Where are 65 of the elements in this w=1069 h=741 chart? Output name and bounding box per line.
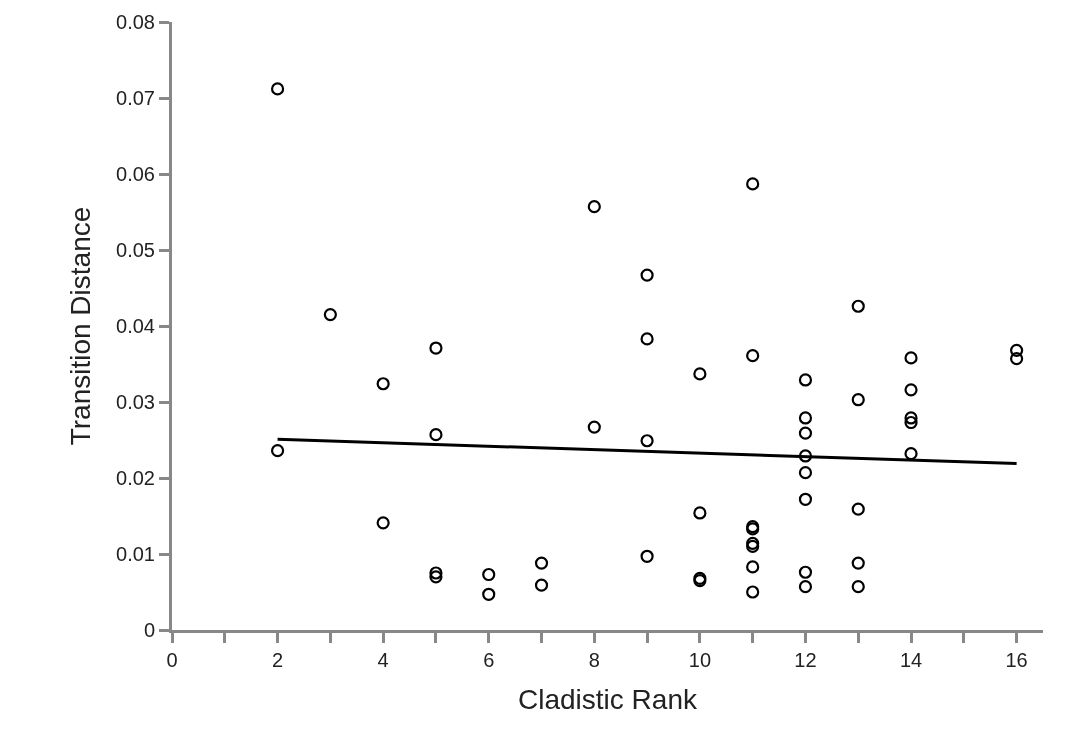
point bbox=[640, 268, 654, 282]
point bbox=[904, 415, 918, 430]
y-tick-label: 0 bbox=[143, 619, 155, 641]
point bbox=[851, 393, 865, 407]
point bbox=[1010, 343, 1024, 357]
point bbox=[640, 549, 654, 563]
point bbox=[798, 580, 813, 594]
point bbox=[376, 377, 390, 391]
point bbox=[640, 332, 654, 346]
x-axis-title: Cladistic Rank bbox=[518, 684, 698, 716]
point bbox=[482, 567, 496, 582]
x-tick-label: 12 bbox=[794, 649, 817, 671]
point bbox=[746, 177, 760, 191]
point bbox=[482, 587, 496, 601]
x-tick-label: 4 bbox=[377, 649, 389, 671]
point bbox=[798, 411, 813, 425]
point bbox=[851, 580, 865, 594]
x-tick-label: 0 bbox=[166, 649, 178, 671]
x-tick-label: 8 bbox=[588, 649, 600, 671]
y-tick-label: 0.06 bbox=[116, 163, 155, 185]
point bbox=[904, 383, 918, 397]
x-tick-label: 6 bbox=[483, 649, 495, 671]
point bbox=[587, 420, 601, 434]
point bbox=[1010, 352, 1024, 366]
x-tick-label: 2 bbox=[272, 649, 284, 671]
point bbox=[851, 299, 865, 313]
y-axis-title: Transition Distance bbox=[64, 206, 96, 446]
point bbox=[534, 578, 549, 592]
point bbox=[429, 428, 443, 442]
point bbox=[534, 556, 549, 570]
x-tick-label: 14 bbox=[899, 649, 923, 671]
point bbox=[429, 566, 443, 580]
point bbox=[904, 411, 918, 425]
point bbox=[376, 516, 390, 530]
point bbox=[904, 351, 918, 365]
y-tick-label: 0.04 bbox=[116, 315, 155, 337]
y-tick-label: 0.08 bbox=[116, 11, 155, 33]
point bbox=[587, 200, 601, 214]
y-tick-label: 0.02 bbox=[116, 467, 155, 489]
point bbox=[798, 466, 813, 480]
y-tick-label: 0.07 bbox=[116, 87, 155, 109]
point bbox=[798, 426, 813, 440]
x-tick-label: 10 bbox=[688, 649, 712, 671]
y-tick-label: 0.01 bbox=[116, 543, 155, 565]
x-tick-label: 16 bbox=[1005, 649, 1028, 671]
point bbox=[429, 570, 443, 584]
point bbox=[640, 434, 654, 448]
y-tick-label: 0.03 bbox=[116, 391, 155, 413]
point bbox=[746, 349, 760, 363]
point bbox=[693, 367, 707, 381]
point bbox=[429, 341, 443, 355]
y-tick-label: 0.05 bbox=[116, 239, 155, 261]
point bbox=[746, 585, 760, 599]
point bbox=[851, 502, 865, 516]
point bbox=[798, 449, 813, 463]
point bbox=[798, 492, 813, 506]
point bbox=[798, 565, 813, 579]
point bbox=[746, 560, 760, 574]
point bbox=[798, 373, 813, 387]
point bbox=[693, 506, 707, 520]
point bbox=[270, 82, 285, 96]
point bbox=[323, 308, 337, 322]
point bbox=[851, 556, 865, 570]
point bbox=[270, 444, 285, 458]
point bbox=[904, 447, 918, 461]
